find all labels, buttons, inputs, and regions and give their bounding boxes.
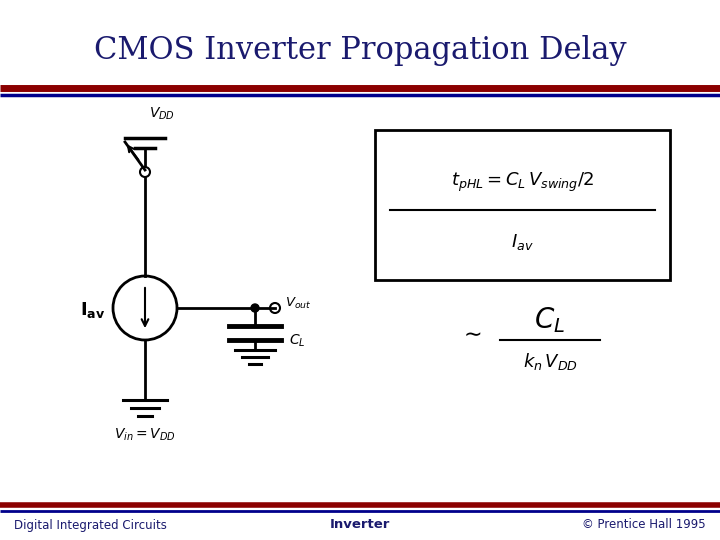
Text: $V_{in} = V_{DD}$: $V_{in} = V_{DD}$: [114, 427, 176, 443]
Bar: [375, 130, 670, 280]
Text: © Prentice Hall 1995: © Prentice Hall 1995: [582, 518, 706, 531]
Text: CMOS Inverter Propagation Delay: CMOS Inverter Propagation Delay: [94, 35, 626, 65]
Circle shape: [251, 304, 259, 312]
Text: $C_L$: $C_L$: [534, 305, 565, 335]
Text: Inverter: Inverter: [330, 518, 390, 531]
Text: $V_{DD}$: $V_{DD}$: [149, 106, 175, 122]
Text: Digital Integrated Circuits: Digital Integrated Circuits: [14, 518, 167, 531]
Text: $I_{av}$: $I_{av}$: [511, 232, 534, 252]
Text: $k_n\, V_{DD}$: $k_n\, V_{DD}$: [523, 352, 577, 373]
Text: $\bf{I_{av}}$: $\bf{I_{av}}$: [80, 300, 105, 320]
Text: $C_L$: $C_L$: [289, 333, 305, 349]
Text: $V_{out}$: $V_{out}$: [285, 295, 312, 310]
Text: $t_{pHL} = C_L\, V_{swing}/2$: $t_{pHL} = C_L\, V_{swing}/2$: [451, 171, 594, 194]
Text: $\sim$: $\sim$: [459, 324, 481, 344]
